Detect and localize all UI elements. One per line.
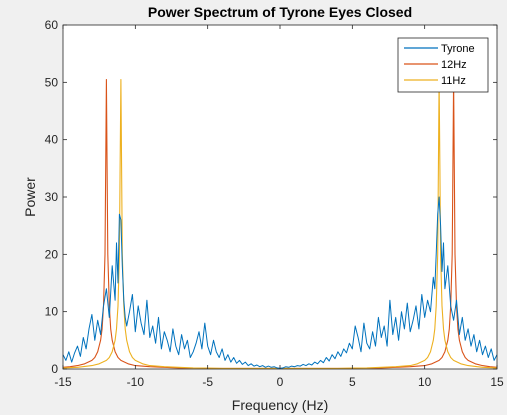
y-tick-label: 20 xyxy=(45,247,59,261)
x-tick-label: 10 xyxy=(418,375,432,389)
x-tick-label: 0 xyxy=(277,375,284,389)
legend-entry-tyrone: Tyrone xyxy=(404,43,475,55)
tick-layer: -15 -10 -5 0 5 10 15 0 10 20 30 40 50 60 xyxy=(45,18,504,389)
y-tick-label: 30 xyxy=(45,190,59,204)
chart-title: Power Spectrum of Tyrone Eyes Closed xyxy=(148,4,412,20)
legend-label: Tyrone xyxy=(441,43,475,55)
y-axis-label: Power xyxy=(22,177,38,217)
y-tick-label: 0 xyxy=(51,362,58,376)
x-tick-label: 15 xyxy=(490,375,504,389)
plot-box xyxy=(62,24,498,370)
legend-label: 12Hz xyxy=(441,59,467,71)
legend-entry-12hz: 12Hz xyxy=(404,59,467,71)
x-tick-label: -10 xyxy=(127,375,145,389)
x-tick-label: 5 xyxy=(349,375,356,389)
x-axis-label: Frequency (Hz) xyxy=(232,397,328,413)
legend-entry-11hz: 11Hz xyxy=(404,75,466,87)
legend-box xyxy=(397,37,489,93)
x-tick-label: -15 xyxy=(54,375,72,389)
legend-label: 11Hz xyxy=(441,75,466,87)
x-tick-label: -5 xyxy=(202,375,213,389)
y-tick-label: 10 xyxy=(45,305,59,319)
y-tick-label: 60 xyxy=(45,18,59,32)
y-tick-label: 40 xyxy=(45,133,59,147)
legend: Tyrone 12Hz 11Hz xyxy=(397,37,489,93)
y-tick-label: 50 xyxy=(45,75,59,89)
